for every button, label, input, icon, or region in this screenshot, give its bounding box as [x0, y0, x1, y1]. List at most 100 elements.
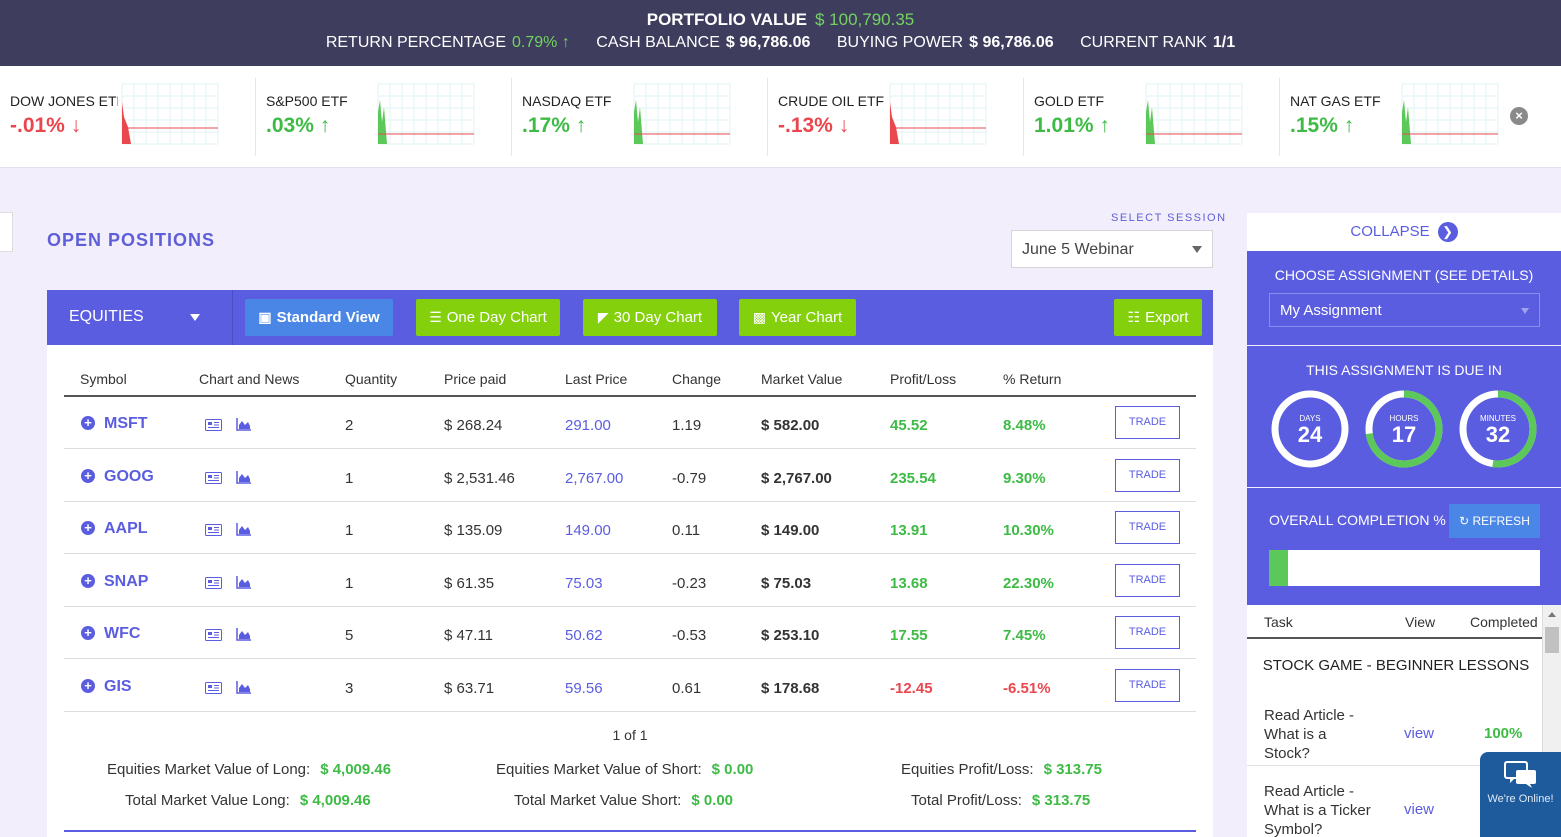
standard-view-button[interactable]: ▣ Standard View: [245, 299, 393, 336]
divider: [64, 830, 1196, 832]
choose-assignment-label[interactable]: CHOOSE ASSIGNMENT (SEE DETAILS): [1274, 267, 1534, 283]
assignment-select[interactable]: My Assignment: [1269, 293, 1540, 327]
summary-total-short: Total Market Value Short: $ 0.00: [514, 792, 734, 809]
ticker-item[interactable]: DOW JONES ETF -.01% ↓: [0, 78, 256, 156]
news-icon[interactable]: [205, 629, 222, 641]
section-title: STOCK GAME - BEGINNER LESSONS: [1262, 657, 1530, 674]
trade-button[interactable]: TRADE: [1115, 563, 1180, 597]
chat-bubble-icon: [1504, 761, 1536, 788]
collapse-label: COLLAPSE: [1350, 223, 1430, 240]
chat-widget[interactable]: We're Online!: [1480, 752, 1561, 837]
ticker-item[interactable]: NAT GAS ETF .15% ↑: [1280, 78, 1536, 156]
thirty-day-chart-button[interactable]: ◤ 30 Day Chart: [583, 299, 717, 336]
ticker-item[interactable]: S&P500 ETF .03% ↑: [256, 78, 512, 156]
year-chart-button[interactable]: ▩ Year Chart: [739, 299, 856, 336]
thirty-day-chart-label: 30 Day Chart: [613, 309, 703, 326]
table-header: Symbol Chart and News Quantity Price pai…: [64, 345, 1196, 397]
table-row: + GOOG 1 $ 2,531.46 2,767.00 -0.79 $ 2,767.00 2…: [64, 450, 1196, 502]
scroll-up-icon[interactable]: [1548, 612, 1556, 617]
view-link[interactable]: view: [1404, 725, 1435, 742]
collapse-button[interactable]: COLLAPSE ❯: [1247, 213, 1561, 251]
symbol-link[interactable]: AAPL: [104, 520, 148, 537]
col-change: Change: [672, 371, 722, 387]
trade-button[interactable]: TRADE: [1115, 511, 1180, 544]
expand-icon[interactable]: +: [81, 678, 95, 693]
market-value: $ 253.10: [761, 627, 820, 644]
expand-icon[interactable]: +: [81, 573, 95, 588]
trade-button[interactable]: TRADE: [1115, 668, 1180, 702]
close-icon[interactable]: ×: [1510, 107, 1528, 125]
one-day-chart-label: One Day Chart: [446, 309, 547, 326]
ticker-name: GOLD ETF: [1034, 93, 1105, 109]
market-value: $ 582.00: [761, 417, 820, 434]
expand-icon[interactable]: +: [81, 521, 95, 535]
symbol-link[interactable]: GOOG: [104, 467, 154, 485]
symbol-link[interactable]: WFC: [104, 625, 141, 642]
ticker-item[interactable]: CRUDE OIL ETF -.13% ↓: [768, 78, 1024, 156]
expand-icon[interactable]: +: [81, 626, 95, 640]
area-chart-icon[interactable]: [236, 417, 252, 431]
area-chart-icon[interactable]: [236, 470, 252, 484]
col-last-price: Last Price: [565, 371, 628, 387]
due-label: THIS ASSIGNMENT IS DUE IN: [1306, 362, 1502, 378]
price-paid: $ 47.11: [444, 627, 493, 644]
portfolio-label: PORTFOLIO VALUE: [646, 10, 807, 29]
chevron-right-icon: ❯: [1437, 222, 1458, 243]
news-icon[interactable]: [205, 419, 222, 431]
news-icon[interactable]: [205, 576, 222, 589]
symbol-link[interactable]: MSFT: [104, 415, 148, 432]
ticker-sparkline: [374, 82, 486, 152]
area-chart-icon[interactable]: [236, 680, 252, 694]
left-panel-tab[interactable]: [0, 212, 13, 252]
one-day-chart-button[interactable]: ☰ One Day Chart: [416, 299, 560, 336]
session-select[interactable]: June 5 Webinar: [1011, 230, 1213, 268]
assignment-value: My Assignment: [1280, 302, 1382, 319]
news-icon[interactable]: [205, 681, 222, 694]
cash-value: $ 96,786.06: [725, 34, 811, 51]
quantity: 2: [345, 417, 354, 434]
percent-return: -6.51%: [1003, 679, 1051, 697]
refresh-button[interactable]: ↻ REFRESH: [1449, 504, 1540, 538]
area-chart-icon[interactable]: [236, 522, 252, 536]
scroll-thumb[interactable]: [1545, 627, 1559, 653]
profit-loss: 235.54: [890, 469, 936, 487]
export-label: Export: [1145, 309, 1189, 326]
profit-loss: 17.55: [890, 627, 928, 644]
news-icon[interactable]: [205, 471, 222, 484]
news-icon[interactable]: [205, 524, 222, 536]
area-chart-icon[interactable]: [236, 575, 252, 589]
ticker-item[interactable]: GOLD ETF 1.01% ↑: [1024, 78, 1280, 156]
expand-icon[interactable]: +: [81, 468, 95, 483]
symbol-link[interactable]: GIS: [104, 677, 132, 695]
quantity: 1: [345, 522, 354, 539]
symbol-link[interactable]: SNAP: [104, 572, 149, 590]
arrow-up-icon: ↑: [1343, 114, 1355, 137]
tasks-list: Task View Completed STOCK GAME - BEGINNE…: [1247, 605, 1561, 837]
ticker-change: .17% ↑: [522, 114, 587, 137]
ticker-item[interactable]: NASDAQ ETF .17% ↑: [512, 78, 768, 156]
export-button[interactable]: ☷ Export: [1114, 299, 1202, 336]
trade-button[interactable]: TRADE: [1115, 616, 1180, 649]
ticker-change: .03% ↑: [266, 114, 331, 137]
expand-icon[interactable]: +: [81, 416, 95, 430]
equities-label: EQUITIES: [69, 308, 144, 325]
return-value: 0.79%: [512, 34, 558, 51]
trade-button[interactable]: TRADE: [1115, 458, 1180, 492]
area-chart-icon[interactable]: [236, 627, 252, 641]
trade-button[interactable]: TRADE: [1115, 406, 1180, 439]
view-link[interactable]: view: [1404, 801, 1435, 818]
last-price: 50.62: [565, 627, 603, 644]
ticker-change: 1.01% ↑: [1034, 114, 1110, 137]
change: 1.19: [672, 417, 702, 434]
profit-loss: 13.91: [890, 522, 928, 539]
percent-return: 10.30%: [1003, 522, 1054, 539]
col-market-value: Market Value: [761, 371, 843, 387]
ticker-name: CRUDE OIL ETF: [778, 93, 885, 109]
quantity: 1: [345, 574, 354, 592]
percent-return: 7.45%: [1003, 627, 1046, 644]
table-row: + GIS 3 $ 63.71 59.56 0.61 $ 178.68 -12.45 -6.51…: [64, 660, 1196, 712]
summary-total-long: Total Market Value Long: $ 4,009.46: [125, 792, 371, 809]
summary-eq-pl: Equities Profit/Loss: $ 313.75: [901, 761, 1102, 778]
equities-dropdown[interactable]: EQUITIES: [47, 290, 233, 345]
ticker-change: -.01% ↓: [10, 114, 82, 137]
